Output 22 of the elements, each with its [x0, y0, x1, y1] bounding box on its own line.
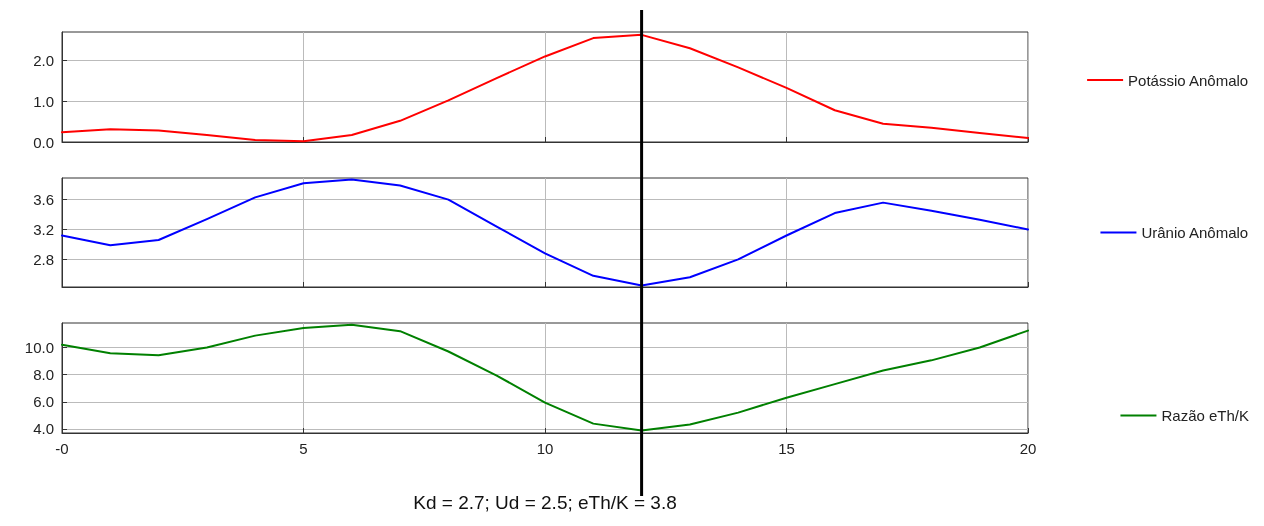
y-tick-label: 3.6: [33, 191, 54, 209]
text: Kd = 2.7; Ud = 2.5; eTh/K = 3.8: [413, 491, 677, 513]
x-tick-label: -0: [55, 440, 69, 457]
legend-label: Urânio Anômalo: [1141, 224, 1249, 241]
y-tick-label: 10.0: [24, 338, 54, 356]
x-tick-label: 10: [536, 440, 554, 457]
legend-label: Razão eTh/K: [1161, 407, 1249, 424]
y-tick-label: 2.0: [33, 52, 54, 70]
line-series: [61, 178, 1029, 287]
legend-label: Potássio Anômalo: [1128, 71, 1249, 89]
line-series: [61, 33, 1029, 143]
line-series: [61, 323, 1029, 432]
y-tick-label: 0.0: [33, 133, 54, 151]
y-tick-label: 4.0: [33, 420, 54, 438]
x-tick-label: 5: [299, 440, 308, 457]
y-tick-label: 8.0: [33, 366, 54, 384]
y-tick-label: 1.0: [33, 92, 54, 110]
x-tick-label: 15: [778, 440, 795, 457]
y-tick-label: 2.8: [33, 250, 54, 268]
y-tick-label: 3.2: [33, 221, 54, 239]
y-tick-label: 6.0: [33, 393, 54, 411]
x-tick-label: 20: [1019, 440, 1037, 457]
